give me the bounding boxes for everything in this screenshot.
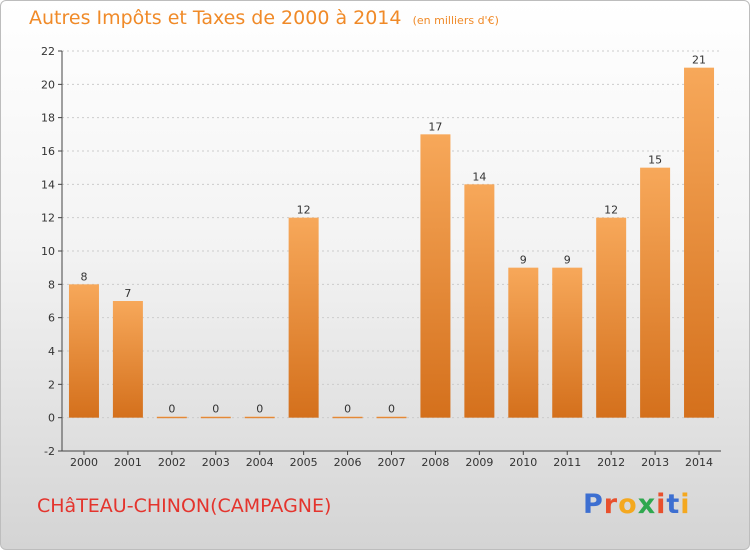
y-tick-label: 8 — [48, 278, 55, 291]
brand-letter: t — [666, 489, 681, 520]
x-tick-label: 2006 — [334, 456, 362, 469]
y-tick-label: 18 — [41, 112, 55, 125]
x-tick-label: 2000 — [70, 456, 98, 469]
brand-letter: r — [603, 489, 619, 520]
brand-letter: i — [680, 489, 691, 520]
data-label: 14 — [472, 170, 486, 183]
title-row: Autres Impôts et Taxes de 2000 à 2014 (e… — [29, 7, 499, 29]
x-tick-label: 2014 — [685, 456, 713, 469]
data-label: 17 — [428, 120, 442, 133]
data-label: 7 — [124, 287, 131, 300]
brand-letter: i — [656, 489, 667, 520]
x-tick-label: 2011 — [553, 456, 581, 469]
x-tick-label: 2003 — [202, 456, 230, 469]
chart-unit: (en milliers d'€) — [412, 14, 499, 27]
chart-title: Autres Impôts et Taxes de 2000 à 2014 — [29, 7, 402, 29]
data-label: 0 — [212, 403, 219, 416]
x-tick-label: 2012 — [597, 456, 625, 469]
data-label: 0 — [168, 403, 175, 416]
brand-letter: x — [637, 489, 657, 520]
y-tick-label: 16 — [41, 145, 55, 158]
y-tick-label: 12 — [41, 212, 55, 225]
bar — [508, 267, 539, 418]
data-label: 15 — [648, 154, 662, 167]
bar — [112, 301, 143, 418]
data-label: 0 — [388, 403, 395, 416]
bar — [464, 184, 495, 418]
bar — [552, 267, 583, 418]
x-tick-label: 2009 — [465, 456, 493, 469]
bar — [68, 284, 99, 418]
y-tick-label: 14 — [41, 178, 55, 191]
bar — [156, 416, 187, 419]
bar — [200, 416, 231, 419]
brand-logo: Proxiti — [583, 489, 691, 520]
bar — [376, 416, 407, 419]
y-tick-label: 0 — [48, 412, 55, 425]
x-tick-label: 2001 — [114, 456, 142, 469]
bar — [420, 134, 451, 418]
x-tick-label: 2004 — [246, 456, 274, 469]
data-label: 0 — [256, 403, 263, 416]
data-label: 8 — [80, 270, 87, 283]
y-tick-label: 20 — [41, 78, 55, 91]
bar — [596, 217, 627, 418]
y-tick-label: 10 — [41, 245, 55, 258]
data-label: 9 — [564, 254, 571, 267]
x-tick-label: 2013 — [641, 456, 669, 469]
x-tick-label: 2002 — [158, 456, 186, 469]
x-tick-label: 2007 — [378, 456, 406, 469]
data-label: 12 — [297, 204, 311, 217]
data-label: 0 — [344, 403, 351, 416]
x-tick-label: 2010 — [509, 456, 537, 469]
data-label: 21 — [692, 54, 706, 67]
y-tick-label: 6 — [48, 312, 55, 325]
y-tick-label: 22 — [41, 45, 55, 58]
town-name: CHâTEAU-CHINON(CAMPAGNE) — [37, 495, 332, 517]
x-tick-label: 2005 — [290, 456, 318, 469]
bar — [288, 217, 319, 418]
bar — [244, 416, 275, 419]
data-label: 12 — [604, 204, 618, 217]
x-tick-label: 2008 — [421, 456, 449, 469]
y-tick-label: -2 — [44, 445, 55, 458]
brand-letter: P — [583, 489, 604, 520]
bar — [332, 416, 363, 419]
y-tick-label: 4 — [48, 345, 55, 358]
data-label: 9 — [520, 254, 527, 267]
bar — [684, 67, 715, 418]
y-tick-label: 2 — [48, 378, 55, 391]
bar — [640, 167, 671, 418]
brand-letter: o — [618, 489, 638, 520]
